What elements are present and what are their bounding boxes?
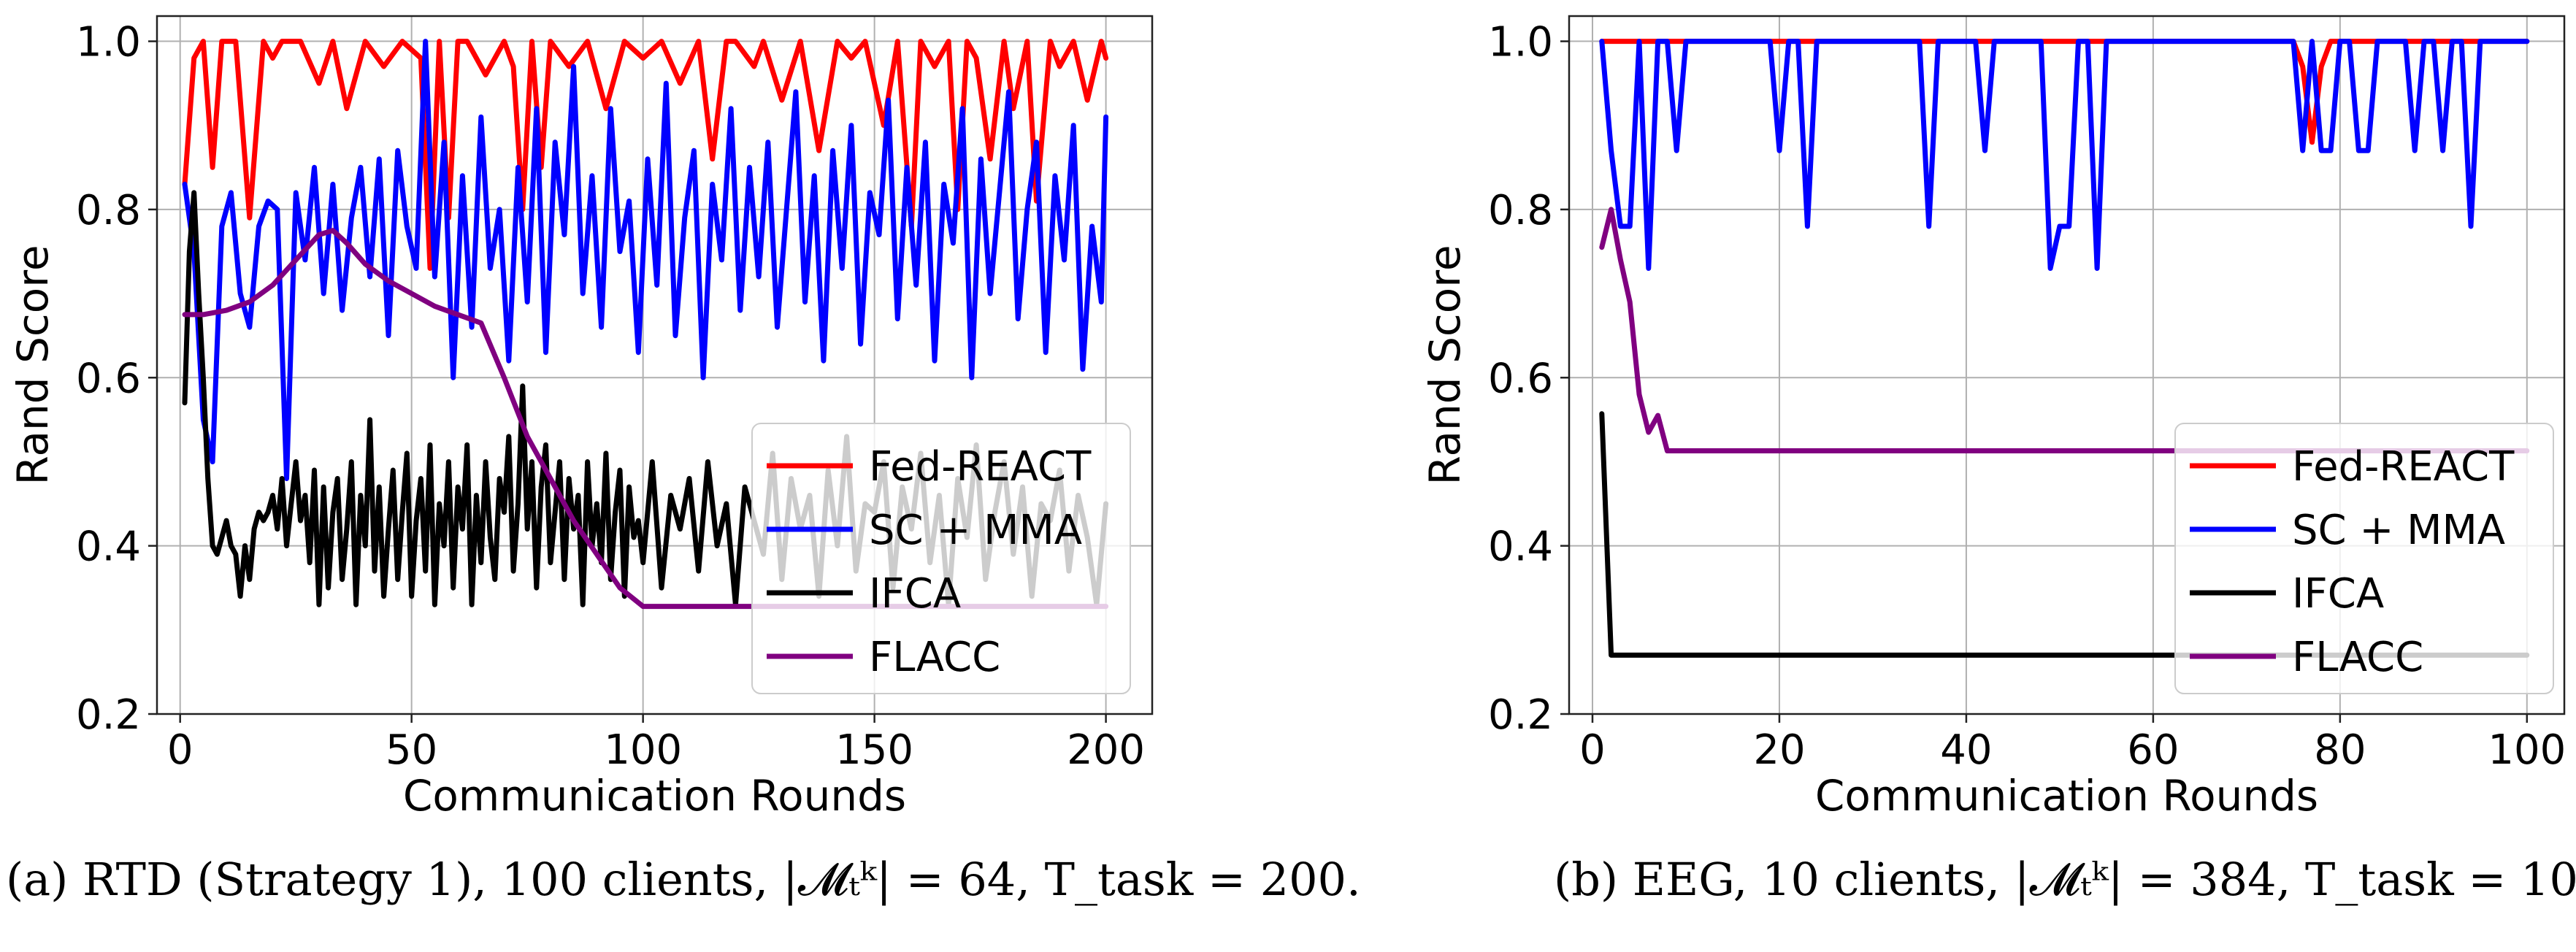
plot-frame-a: [156, 15, 1154, 715]
xtick-label-a-0: 0: [167, 726, 193, 774]
xtick-label-a-3: 150: [835, 726, 913, 774]
y-axis-label-a: Rand Score: [8, 245, 58, 485]
legend-label-b-1: SC + MMA: [2292, 507, 2505, 554]
chart-a: 0 50 100 150 200 0.2 0.4 0.6 0.8 1.0 Communication…: [8, 15, 1154, 821]
xtick-label-a-2: 100: [604, 726, 682, 774]
y-axis-label-b: Rand Score: [1420, 245, 1470, 485]
legend-label-b-0: Fed-REACT: [2292, 443, 2515, 491]
ytick-label-a-4: 1.0: [76, 19, 141, 66]
caption-b: (b) EEG, 10 clients, |𝓜ₜᵏ| = 384, T_task…: [1554, 853, 2576, 906]
legend-label-a-0: Fed-REACT: [869, 443, 1092, 491]
ytick-label-a-1: 0.4: [76, 523, 141, 571]
plot-frame-b: [1568, 15, 2566, 715]
ytick-label-b-0: 0.2: [1488, 691, 1553, 739]
xtick-label-b-5: 100: [2488, 726, 2566, 774]
xtick-label-a-1: 50: [386, 726, 437, 774]
series-line-b-3: [1599, 207, 2530, 453]
legend-label-b-3: FLACC: [2292, 634, 2423, 681]
ytick-label-b-4: 1.0: [1488, 19, 1553, 66]
ytick-label-a-3: 0.8: [76, 187, 141, 234]
xtick-label-b-1: 20: [1753, 726, 1805, 774]
legend-label-a-2: IFCA: [869, 570, 961, 618]
legend-label-b-2: IFCA: [2292, 570, 2384, 618]
series-line-a-1: [182, 39, 1109, 481]
x-axis-label-b: Communication Rounds: [1815, 771, 2318, 821]
x-axis-label-a: Communication Rounds: [403, 771, 906, 821]
xtick-label-b-3: 60: [2127, 726, 2179, 774]
legend-label-a-3: FLACC: [869, 634, 1000, 681]
series-line-b-1: [1599, 39, 2530, 271]
xtick-label-b-2: 40: [1940, 726, 1992, 774]
xtick-label-b-4: 80: [2314, 726, 2366, 774]
xtick-label-b-0: 0: [1579, 726, 1606, 774]
legend-box-a: [751, 423, 1131, 694]
ytick-label-b-2: 0.6: [1488, 355, 1553, 402]
legend-box-b: [2174, 423, 2554, 694]
ytick-label-a-0: 0.2: [76, 691, 141, 739]
chart-b: 0 20 40 60 80 100 0.2 0.4 0.6 0.8 1.0 Communication…: [1420, 15, 2566, 821]
ytick-label-a-2: 0.6: [76, 355, 141, 402]
legend-label-a-1: SC + MMA: [869, 507, 1082, 554]
series-line-a-0: [182, 39, 1109, 271]
ytick-label-b-1: 0.4: [1488, 523, 1553, 571]
caption-a: (a) RTD (Strategy 1), 100 clients, |𝓜ₜᵏ|…: [6, 853, 1361, 906]
xtick-label-a-4: 200: [1067, 726, 1145, 774]
ytick-label-b-3: 0.8: [1488, 187, 1553, 234]
